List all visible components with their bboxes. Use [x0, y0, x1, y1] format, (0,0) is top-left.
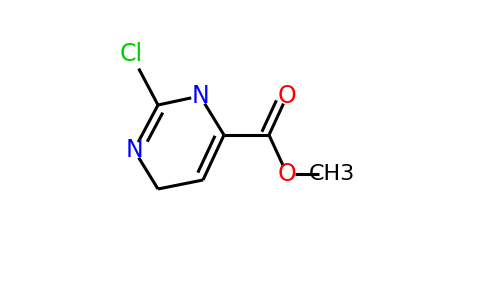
Text: N: N — [191, 84, 209, 108]
Text: O: O — [278, 84, 296, 108]
Text: N: N — [125, 138, 143, 162]
Text: CH3: CH3 — [309, 164, 355, 184]
Text: O: O — [278, 162, 296, 186]
Text: Cl: Cl — [120, 42, 143, 66]
